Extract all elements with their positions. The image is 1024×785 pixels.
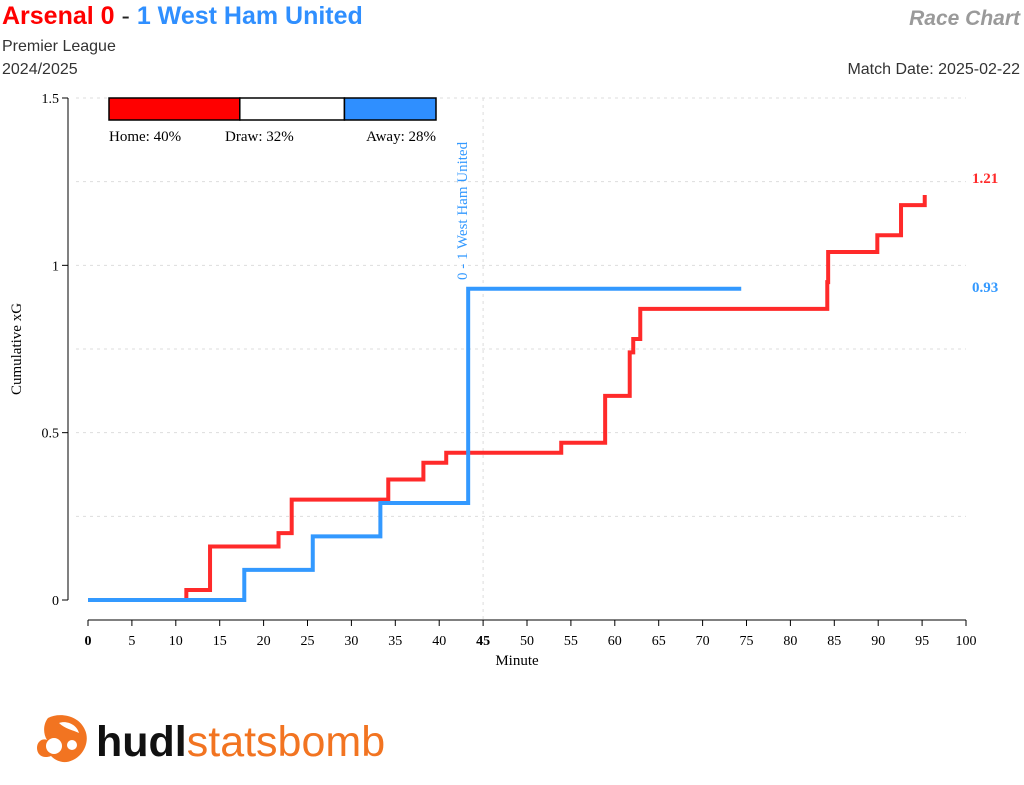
competition-name: Premier League [2, 38, 116, 55]
hudl-statsbomb-logo: hudlstatsbomb [34, 712, 414, 772]
y-tick-label: 0.5 [42, 427, 60, 442]
away-team-name: West Ham United [157, 2, 363, 30]
probability-segment [343, 97, 437, 121]
x-tick-label: 25 [301, 634, 315, 649]
x-tick-label: 90 [871, 634, 885, 649]
x-tick-label: 95 [915, 634, 929, 649]
match-title: Arsenal 0 - 1 West Ham United [2, 2, 363, 31]
x-tick-label: 35 [388, 634, 402, 649]
probability-label: Draw: 32% [225, 129, 294, 145]
away-final-xg-label: 0.93 [972, 280, 998, 296]
probability-segment [239, 97, 346, 121]
chart-type-label: Race Chart [909, 7, 1020, 30]
x-tick-label: 85 [827, 634, 841, 649]
x-tick-label: 45 [476, 634, 490, 649]
x-tick-label: 50 [520, 634, 534, 649]
x-tick-label: 40 [432, 634, 446, 649]
match-header: Arsenal 0 - 1 West Ham United Race Chart… [0, 0, 1024, 90]
probability-segment [108, 97, 241, 121]
x-tick-label: 65 [652, 634, 666, 649]
y-axis-label: Cumulative xG [9, 303, 25, 395]
score-separator: - [121, 2, 130, 30]
x-tick-label: 30 [344, 634, 358, 649]
x-tick-label: 70 [696, 634, 710, 649]
y-tick-label: 1.5 [42, 92, 60, 107]
x-tick-label: 55 [564, 634, 578, 649]
x-tick-label: 100 [956, 634, 977, 649]
goal-annotation: 0 - 1 West Ham United [455, 141, 471, 280]
away-score: 1 [136, 2, 151, 30]
x-tick-label: 60 [608, 634, 622, 649]
x-tick-label: 5 [128, 634, 135, 649]
probability-label: Away: 28% [366, 129, 436, 145]
x-tick-label: 75 [740, 634, 754, 649]
home-xg-line [88, 195, 927, 602]
logo-statsbomb-text: statsbomb [186, 718, 386, 766]
y-tick-label: 0 [52, 594, 59, 609]
season-label: 2024/2025 [2, 61, 78, 78]
x-tick-label: 0 [85, 634, 92, 649]
logo-hudl-text: hudl [96, 718, 187, 766]
x-tick-label: 80 [783, 634, 797, 649]
x-tick-label: 10 [169, 634, 183, 649]
statsbomb-logo-icon [37, 715, 87, 763]
race-chart: 0 0.5 1 1.5 Cumulative xG 0 5 10 15 20 25 30 35 40 45 5… [9, 92, 998, 669]
y-tick-label: 1 [52, 259, 59, 274]
home-team-name: Arsenal [2, 2, 94, 30]
probability-label: Home: 40% [109, 129, 181, 145]
home-final-xg-label: 1.21 [972, 171, 998, 187]
logo-wordmark: hudlstatsbomb [96, 718, 385, 766]
x-tick-label: 20 [257, 634, 271, 649]
x-tick-label: 15 [213, 634, 227, 649]
x-axis-label: Minute [495, 653, 539, 669]
match-date: Match Date: 2025-02-22 [847, 61, 1020, 78]
away-xg-line [88, 286, 742, 602]
home-score: 0 [100, 2, 115, 30]
